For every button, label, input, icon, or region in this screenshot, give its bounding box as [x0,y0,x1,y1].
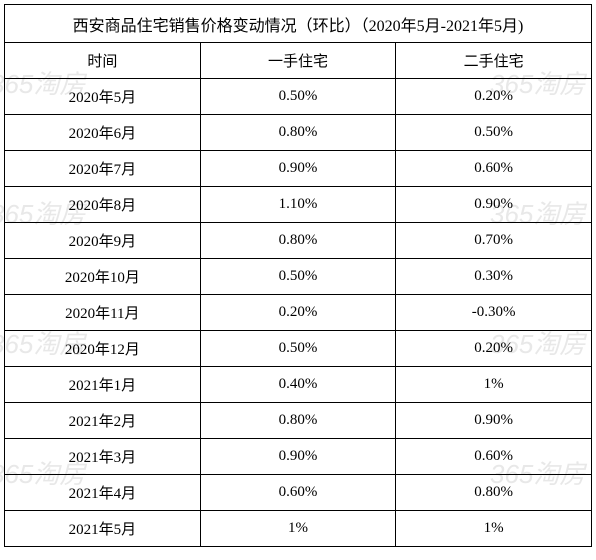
cell-used: 0.30% [396,259,592,295]
cell-used: 0.90% [396,403,592,439]
cell-time: 2020年12月 [5,331,201,367]
cell-used: 1% [396,511,592,547]
cell-time: 2020年6月 [5,115,201,151]
cell-used: 0.60% [396,151,592,187]
cell-time: 2020年7月 [5,151,201,187]
cell-used: 0.80% [396,475,592,511]
cell-time: 2021年4月 [5,475,201,511]
cell-time: 2020年11月 [5,295,201,331]
cell-new: 0.60% [200,475,396,511]
cell-time: 2020年9月 [5,223,201,259]
col-header-new: 一手住宅 [200,43,396,79]
cell-new: 0.50% [200,259,396,295]
table-row: 2021年4月 0.60% 0.80% [5,475,592,511]
cell-time: 2021年2月 [5,403,201,439]
cell-new: 1.10% [200,187,396,223]
cell-used: 0.60% [396,439,592,475]
table-row: 2020年10月 0.50% 0.30% [5,259,592,295]
table-row: 2020年8月 1.10% 0.90% [5,187,592,223]
cell-time: 2021年3月 [5,439,201,475]
title-row: 西安商品住宅销售价格变动情况（环比）（2020年5月-2021年5月) [5,5,592,43]
cell-time: 2021年1月 [5,367,201,403]
price-change-table: 西安商品住宅销售价格变动情况（环比）（2020年5月-2021年5月) 时间 一… [4,4,592,547]
cell-time: 2021年5月 [5,511,201,547]
cell-used: 1% [396,367,592,403]
cell-new: 0.90% [200,439,396,475]
table-row: 2021年1月 0.40% 1% [5,367,592,403]
cell-new: 0.50% [200,331,396,367]
col-header-time: 时间 [5,43,201,79]
table-row: 2020年5月 0.50% 0.20% [5,79,592,115]
cell-new: 0.90% [200,151,396,187]
table-row: 2021年5月 1% 1% [5,511,592,547]
table-row: 2020年7月 0.90% 0.60% [5,151,592,187]
table-row: 2020年12月 0.50% 0.20% [5,331,592,367]
table-row: 2021年2月 0.80% 0.90% [5,403,592,439]
cell-used: 0.90% [396,187,592,223]
cell-new: 0.40% [200,367,396,403]
cell-used: 0.20% [396,331,592,367]
cell-new: 0.20% [200,295,396,331]
cell-new: 1% [200,511,396,547]
cell-used: 0.50% [396,115,592,151]
cell-time: 2020年8月 [5,187,201,223]
table-row: 2020年9月 0.80% 0.70% [5,223,592,259]
header-row: 时间 一手住宅 二手住宅 [5,43,592,79]
cell-time: 2020年10月 [5,259,201,295]
table-row: 2020年6月 0.80% 0.50% [5,115,592,151]
cell-new: 0.50% [200,79,396,115]
cell-new: 0.80% [200,115,396,151]
cell-used: 0.20% [396,79,592,115]
cell-new: 0.80% [200,403,396,439]
cell-new: 0.80% [200,223,396,259]
cell-used: -0.30% [396,295,592,331]
col-header-used: 二手住宅 [396,43,592,79]
table-row: 2020年11月 0.20% -0.30% [5,295,592,331]
cell-time: 2020年5月 [5,79,201,115]
table-row: 2021年3月 0.90% 0.60% [5,439,592,475]
cell-used: 0.70% [396,223,592,259]
table-title: 西安商品住宅销售价格变动情况（环比）（2020年5月-2021年5月) [5,5,592,43]
